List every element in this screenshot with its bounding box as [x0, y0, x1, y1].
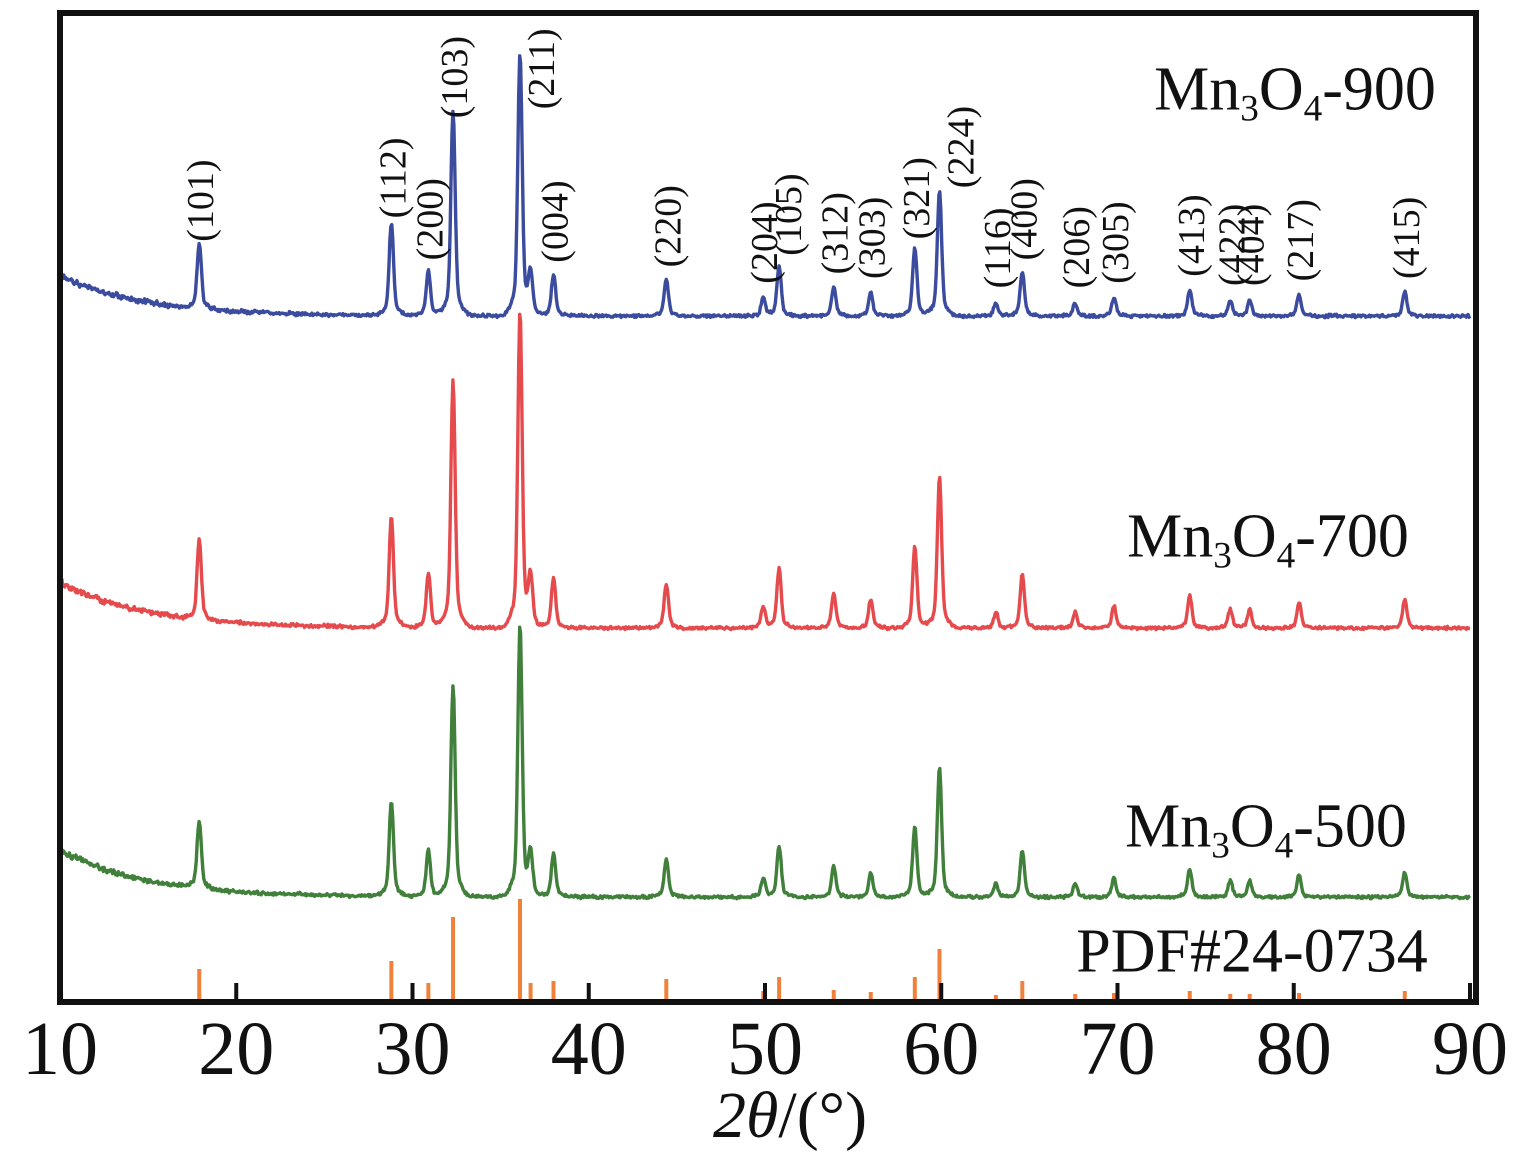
label-part: 4: [1274, 825, 1294, 867]
hkl-label: (206): [1056, 206, 1098, 288]
hkl-label: (220): [647, 185, 689, 267]
label-part: Mn: [1127, 502, 1214, 571]
hkl-label: (305): [1095, 201, 1137, 283]
x-tick-label: 30: [375, 1007, 451, 1091]
label-part: /(°): [778, 1079, 868, 1152]
xrd-curve-mn3o4500: [58, 625, 1471, 901]
hkl-label: (303): [852, 197, 894, 279]
hkl-label: (413): [1171, 194, 1213, 276]
hkl-label: (004): [535, 180, 577, 262]
series-label-mn3o4-500: Mn3O4-500: [1125, 792, 1407, 867]
label-part: O: [1231, 502, 1277, 571]
label-part: O: [1258, 55, 1304, 124]
hkl-label: (204): [744, 201, 786, 283]
x-tick-label: 20: [198, 1007, 274, 1091]
hkl-label: (116): [977, 207, 1019, 288]
hkl-label: (404): [1231, 204, 1273, 286]
label-part: 4: [1276, 535, 1296, 577]
hkl-label: (224): [941, 106, 983, 188]
series-label-mn3o4-900: Mn3O4-900: [1154, 55, 1436, 130]
label-part: θ: [745, 1079, 779, 1152]
label-part: -500: [1293, 792, 1407, 861]
label-part: O: [1229, 792, 1275, 861]
hkl-label: (211): [521, 28, 563, 109]
label-part: Mn: [1154, 55, 1241, 124]
hkl-label: (112): [372, 137, 414, 218]
x-tick-label: 50: [727, 1007, 803, 1091]
label-part: 4: [1303, 88, 1323, 130]
hkl-label: (105): [768, 173, 810, 255]
label-part: Mn: [1125, 792, 1212, 861]
x-tick-label: 10: [22, 1007, 98, 1091]
reference-card-label: PDF#24-0734: [1076, 917, 1428, 986]
label-part: 3: [1240, 88, 1259, 130]
hkl-label: (312): [815, 192, 857, 274]
xrd-curve-mn3o4700: [58, 312, 1471, 632]
hkl-label: (321): [896, 157, 938, 239]
label-part: -900: [1322, 55, 1436, 124]
hkl-label: (200): [409, 178, 451, 260]
x-axis-title: 2θ/(°): [713, 1078, 867, 1154]
hkl-label: (101): [180, 159, 222, 241]
hkl-label: (415): [1386, 197, 1428, 279]
hkl-label: (217): [1280, 199, 1322, 281]
series-label-mn3o4-700: Mn3O4-700: [1127, 502, 1409, 577]
x-tick-label: 80: [1256, 1007, 1332, 1091]
hkl-label: (422): [1211, 204, 1253, 286]
hkl-label: (103): [434, 36, 476, 118]
label-part: 3: [1213, 535, 1232, 577]
label-part: -700: [1295, 502, 1409, 571]
x-tick-label: 40: [551, 1007, 627, 1091]
label-part: 3: [1211, 825, 1230, 867]
plot-border: [57, 10, 1479, 1005]
xrd-curve-mn3o4900: [59, 54, 1472, 320]
x-tick-label: 90: [1432, 1007, 1508, 1091]
x-tick-label: 60: [903, 1007, 979, 1091]
x-tick-label: 70: [1080, 1007, 1156, 1091]
label-part: 2: [712, 1079, 746, 1152]
hkl-label: (400): [1003, 178, 1045, 260]
